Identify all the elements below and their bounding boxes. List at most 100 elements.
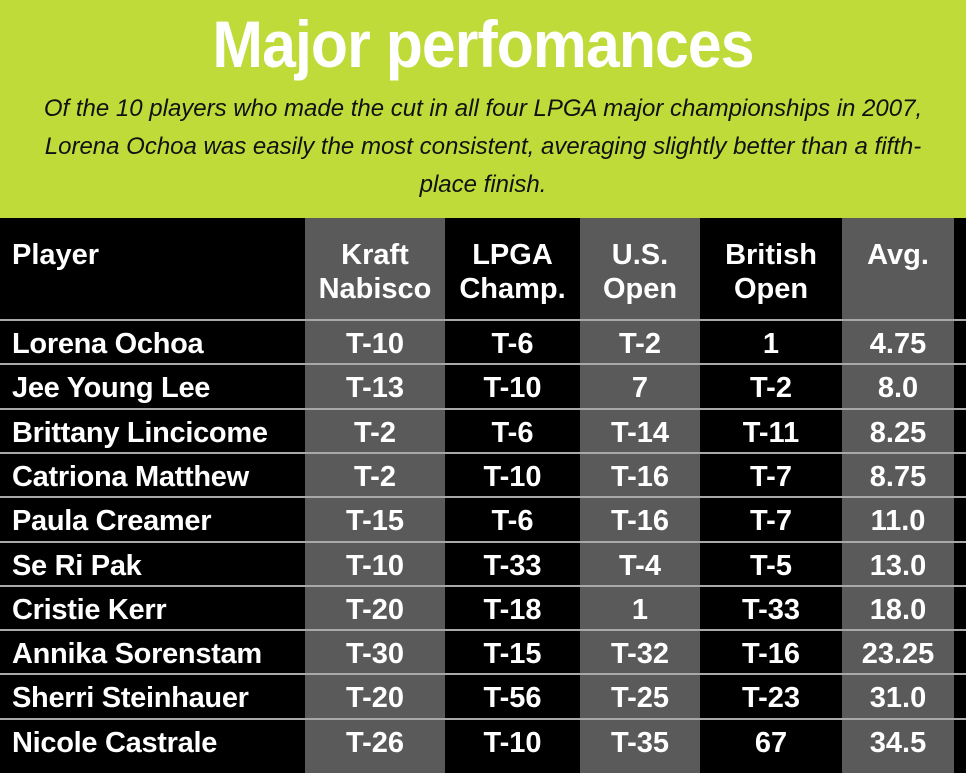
cell-lpga: T-56	[483, 682, 542, 715]
cell-avg: 8.0	[877, 372, 919, 405]
cell-usopen: 7	[631, 372, 649, 405]
cell-usopen: T-35	[610, 726, 670, 759]
header-banner: Major perfomances Of the 10 players who …	[0, 0, 966, 218]
row-separator	[0, 496, 966, 499]
cell-lpga: T-6	[491, 328, 534, 360]
table-row: Cristie Kerr T-20 T-18 1 T-33 18.0	[0, 588, 966, 632]
cell-lpga: T-15	[483, 638, 542, 671]
row-separator	[0, 673, 966, 676]
cell-kraft: T-26	[345, 726, 405, 759]
cell-usopen: 1	[631, 593, 649, 626]
cell-lpga: T-6	[491, 505, 534, 538]
cell-player: Se Ri Pak	[12, 549, 142, 582]
chart-title: Major perfomances	[212, 7, 754, 81]
row-separator	[0, 629, 966, 632]
column-header-line1: Kraft	[341, 239, 409, 271]
table-row: Nicole Castrale T-26 T-10 T-35 67 34.5	[0, 721, 966, 765]
cell-british: T-7	[750, 505, 792, 538]
cell-player: Nicole Castrale	[12, 726, 218, 759]
cell-usopen: T-32	[610, 638, 670, 671]
column-shade-usopen	[580, 218, 700, 773]
cell-kraft: T-20	[345, 682, 405, 715]
cell-avg: 31.0	[869, 682, 927, 715]
row-separator	[0, 319, 966, 321]
cell-usopen: T-16	[610, 505, 670, 538]
cell-avg: 8.75	[869, 460, 927, 493]
cell-lpga: T-6	[491, 416, 534, 449]
cell-avg: 34.5	[869, 726, 927, 759]
cell-avg: 18.0	[869, 593, 927, 626]
cell-lpga: T-10	[483, 372, 542, 405]
table-row: Jee Young Lee T-13 T-10 7 T-2 8.0	[0, 366, 966, 410]
column-shade-kraft	[305, 218, 445, 773]
column-header-line1: British	[725, 239, 817, 271]
cell-usopen: T-2	[619, 328, 661, 360]
cell-british: T-33	[741, 593, 801, 626]
cell-kraft: T-15	[345, 505, 405, 538]
cell-kraft: T-2	[354, 460, 396, 493]
column-header-player: Player	[12, 238, 305, 338]
cell-player: Lorena Ochoa	[12, 328, 204, 360]
cell-lpga: T-10	[483, 726, 542, 759]
table-row: Lorena Ochoa T-10 T-6 T-2 1 4.75	[0, 322, 966, 366]
column-header-kraft: Kraft Nabisco	[305, 238, 445, 338]
cell-kraft: T-20	[345, 593, 405, 626]
table-row: Brittany Lincicome T-2 T-6 T-14 T-11 8.25	[0, 411, 966, 455]
column-header-avg: Avg.	[842, 238, 954, 338]
cell-player: Paula Creamer	[12, 505, 212, 538]
cell-kraft: T-2	[354, 416, 396, 449]
cell-player: Jee Young Lee	[12, 372, 211, 405]
cell-avg: 13.0	[869, 549, 927, 582]
row-separator	[0, 363, 966, 366]
column-header-line1: Player	[12, 239, 100, 271]
row-separator	[0, 584, 966, 587]
cell-kraft: T-30	[345, 638, 405, 671]
cell-kraft: T-10	[345, 328, 405, 360]
cell-lpga: T-18	[483, 593, 542, 626]
table-row: Se Ri Pak T-10 T-33 T-4 T-5 13.0	[0, 544, 966, 588]
cell-avg: 23.25	[861, 638, 935, 671]
cell-kraft: T-10	[345, 549, 405, 582]
cell-lpga: T-10	[483, 460, 542, 493]
row-separator	[0, 451, 966, 454]
table-row: Annika Sorenstam T-30 T-15 T-32 T-16 23.25	[0, 632, 966, 676]
cell-british: T-23	[741, 682, 801, 715]
column-header-line2: Open	[733, 273, 809, 305]
cell-british: T-7	[750, 460, 792, 493]
row-separator	[0, 540, 966, 543]
cell-usopen: T-14	[610, 416, 670, 449]
row-separator	[0, 407, 966, 410]
results-table: Player Kraft Nabisco LPGA Champ. U.S. Open Brit…	[0, 218, 966, 773]
cell-player: Catriona Matthew	[12, 460, 249, 493]
cell-player: Brittany Lincicome	[12, 416, 268, 449]
table-row: Paula Creamer T-15 T-6 T-16 T-7 11.0	[0, 499, 966, 543]
row-separator	[0, 717, 966, 720]
cell-british: T-2	[750, 372, 792, 405]
column-header-line2: Champ.	[459, 273, 566, 305]
column-header-line1: U.S.	[611, 239, 669, 271]
cell-british: 67	[754, 726, 788, 759]
cell-kraft: T-13	[345, 372, 405, 405]
cell-british: T-16	[741, 638, 801, 671]
cell-player: Cristie Kerr	[12, 593, 167, 626]
cell-british: T-5	[750, 549, 792, 582]
table-row: Sherri Steinhauer T-20 T-56 T-25 T-23 31.0	[0, 676, 966, 720]
cell-avg: 4.75	[869, 328, 927, 360]
cell-british: T-11	[742, 416, 800, 449]
cell-player: Annika Sorenstam	[12, 638, 262, 671]
column-header-line1: LPGA	[472, 239, 553, 271]
cell-avg: 8.25	[869, 416, 927, 449]
column-header-lpga: LPGA Champ.	[445, 238, 580, 338]
column-header-line2: Nabisco	[318, 273, 432, 305]
cell-usopen: T-4	[619, 549, 661, 582]
table-row: Catriona Matthew T-2 T-10 T-16 T-7 8.75	[0, 455, 966, 499]
cell-player: Sherri Steinhauer	[12, 682, 249, 715]
column-header-line1: Avg.	[867, 239, 929, 271]
cell-usopen: T-25	[610, 682, 670, 715]
cell-usopen: T-16	[610, 460, 670, 493]
column-header-line2: Open	[602, 273, 678, 305]
column-header-usopen: U.S. Open	[580, 238, 700, 338]
cell-avg: 11.0	[870, 505, 926, 538]
chart-subtitle: Of the 10 players who made the cut in al…	[43, 95, 923, 198]
